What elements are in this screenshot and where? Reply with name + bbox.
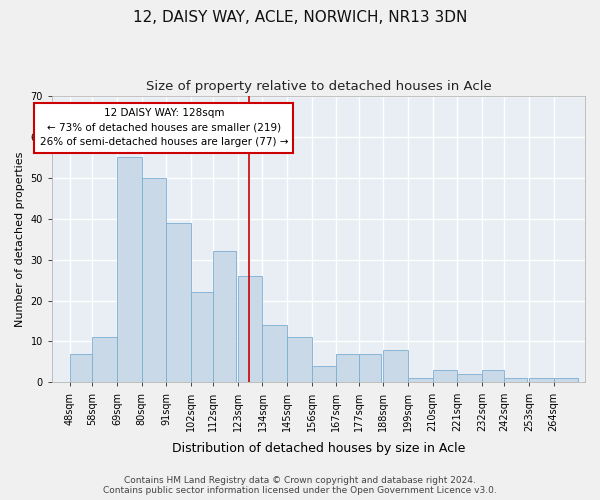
Bar (238, 276, 262, 382)
Bar (142, 178, 166, 382)
Bar (312, 366, 337, 382)
Bar (482, 370, 505, 382)
Bar (70, 354, 92, 382)
Bar (529, 378, 554, 382)
Bar (433, 370, 457, 382)
Text: Contains HM Land Registry data © Crown copyright and database right 2024.
Contai: Contains HM Land Registry data © Crown c… (103, 476, 497, 495)
Bar (457, 374, 482, 382)
Bar (383, 350, 408, 382)
Title: Size of property relative to detached houses in Acle: Size of property relative to detached ho… (146, 80, 491, 93)
Bar (287, 338, 312, 382)
Bar (554, 378, 578, 382)
Y-axis label: Number of detached properties: Number of detached properties (15, 152, 25, 326)
Text: 12, DAISY WAY, ACLE, NORWICH, NR13 3DN: 12, DAISY WAY, ACLE, NORWICH, NR13 3DN (133, 10, 467, 25)
Text: 12 DAISY WAY: 128sqm
← 73% of detached houses are smaller (219)
26% of semi-deta: 12 DAISY WAY: 128sqm ← 73% of detached h… (40, 108, 288, 148)
Bar (337, 354, 359, 382)
X-axis label: Distribution of detached houses by size in Acle: Distribution of detached houses by size … (172, 442, 465, 455)
Bar (505, 378, 527, 382)
Bar (262, 325, 287, 382)
Bar (191, 292, 213, 382)
Bar (166, 222, 191, 382)
Bar (408, 378, 433, 382)
Bar (92, 338, 117, 382)
Bar (213, 252, 236, 382)
Bar (359, 354, 381, 382)
Bar (117, 157, 142, 382)
